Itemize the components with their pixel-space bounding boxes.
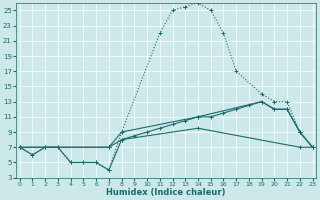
X-axis label: Humidex (Indice chaleur): Humidex (Indice chaleur): [107, 188, 226, 197]
